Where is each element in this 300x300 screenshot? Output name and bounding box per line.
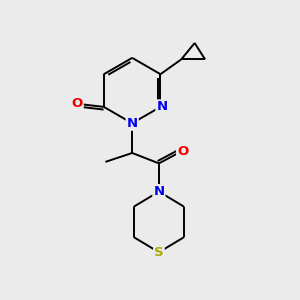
Text: N: N — [156, 100, 167, 113]
Text: S: S — [154, 246, 164, 259]
Text: O: O — [177, 145, 188, 158]
Text: O: O — [71, 98, 83, 110]
Text: N: N — [153, 185, 164, 198]
Text: N: N — [127, 117, 138, 130]
